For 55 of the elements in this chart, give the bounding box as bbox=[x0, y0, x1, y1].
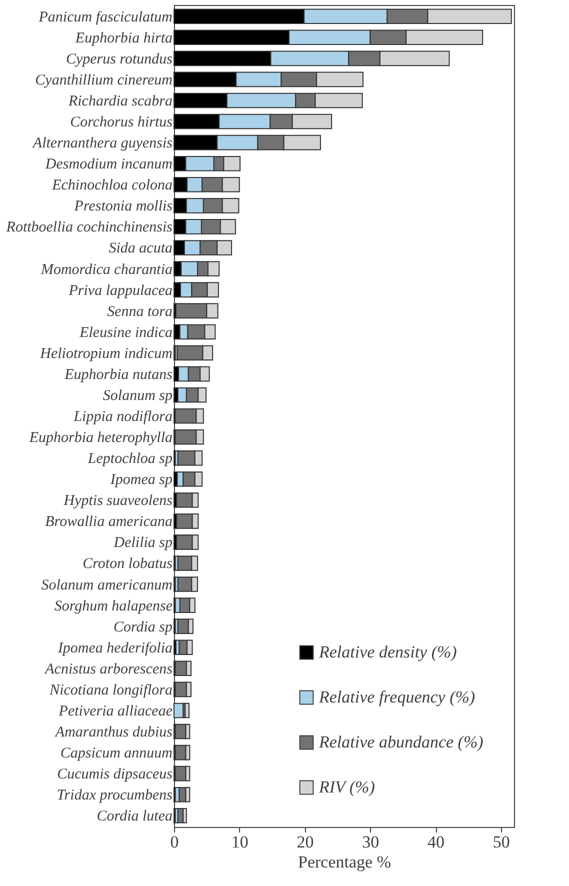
y-tick-label: Euphorbia nutans bbox=[64, 366, 173, 383]
legend-label: Relative density (%) bbox=[318, 642, 458, 662]
y-tick-label: Alternanthera guyensis bbox=[32, 136, 173, 152]
y-tick-label: Prestonia mollis bbox=[73, 198, 173, 215]
y-tick-label: Euphorbia heterophylla bbox=[28, 430, 172, 446]
x-tick-label: 0 bbox=[170, 832, 179, 852]
y-tick-label: Capsicum annuum bbox=[60, 746, 173, 762]
y-tick-label: Euphorbia hirta bbox=[74, 30, 172, 46]
y-tick-label: Delilia sp bbox=[112, 535, 173, 552]
bar bbox=[174, 744, 186, 760]
y-tick-label: Ipomea sp bbox=[109, 472, 173, 488]
y-tick-label: Solanum americanum bbox=[41, 577, 173, 594]
y-tick-label: Sorghum halapense bbox=[54, 598, 173, 614]
legend-label: Relative abundance (%) bbox=[318, 732, 484, 752]
y-tick-label: Tridax procumbens bbox=[56, 788, 173, 804]
y-tick-label: Petiveria alliaceae bbox=[58, 703, 173, 720]
y-tick-label: Leptochloa sp bbox=[86, 451, 173, 468]
y-tick-label: Nicotiana longiflora bbox=[48, 682, 172, 698]
y-tick-label: Cyperus rotundus bbox=[66, 51, 173, 68]
y-tick-label: Rottboellia cochinchinensis bbox=[5, 220, 173, 236]
y-tick-label: Sida acuta bbox=[108, 240, 172, 257]
y-tick-label: Priva lappulacea bbox=[68, 282, 172, 299]
y-tick-label: Echinochloa colona bbox=[51, 178, 172, 194]
y-tick-label: Amaranthus dubius bbox=[54, 724, 173, 741]
y-tick-label: Ipomea hederifolia bbox=[56, 640, 172, 656]
y-tick-label: Browallia americana bbox=[45, 514, 172, 530]
y-tick-label: Corchorus hirtus bbox=[70, 114, 173, 131]
y-tick-label: Eleusine indica bbox=[78, 324, 172, 341]
x-axis-title: Percentage % bbox=[298, 852, 391, 872]
y-tick-label: Richardia scabra bbox=[67, 93, 172, 110]
x-tick-label: 50 bbox=[492, 832, 510, 852]
y-tick-label: Cordia lutea bbox=[96, 808, 172, 825]
bar bbox=[178, 786, 186, 802]
bar bbox=[184, 702, 190, 718]
y-tick-label: Lippia nodiflora bbox=[72, 409, 172, 425]
y-tick-label: Desmodium incanum bbox=[44, 156, 173, 173]
y-tick-label: Cucumis dipsaceus bbox=[57, 766, 173, 783]
x-tick-label: 20 bbox=[296, 832, 314, 852]
x-tick-label: 10 bbox=[231, 832, 248, 852]
y-tick-label: Acnistus arborescens bbox=[44, 661, 173, 678]
y-tick-label: Hyptis suaveolens bbox=[62, 493, 173, 510]
legend-label: RIV (%) bbox=[318, 778, 376, 796]
y-tick-label: Momordica charantia bbox=[40, 262, 172, 278]
y-tick-label: Panicum fasciculatum bbox=[38, 9, 173, 26]
y-tick-label: Heliotropium indicum bbox=[39, 346, 173, 362]
bar bbox=[174, 766, 186, 782]
bar bbox=[174, 724, 186, 740]
y-tick-label: Cordia sp bbox=[113, 619, 173, 636]
x-tick-label: 30 bbox=[362, 832, 380, 852]
y-tick-label: Cyanthillium cinereum bbox=[35, 72, 173, 88]
legend-label: Relative frequency (%) bbox=[318, 688, 476, 706]
x-tick-label: 40 bbox=[428, 832, 445, 852]
y-tick-label: Solanum sp bbox=[102, 388, 173, 404]
y-tick-label: Senna tora bbox=[107, 304, 172, 320]
y-tick-label: Croton lobatus bbox=[82, 556, 173, 572]
